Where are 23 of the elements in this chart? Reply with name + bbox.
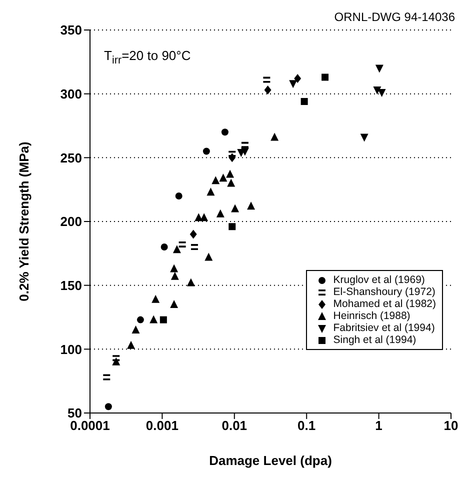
legend-label: El-Shanshoury (1972)	[333, 286, 436, 298]
y-tick-label: 100	[60, 342, 82, 357]
y-tick-label: 50	[68, 406, 82, 421]
x-axis-title: Damage Level (dpa)	[209, 453, 332, 468]
y-tick-label: 250	[60, 150, 82, 166]
y-tick-label: 150	[60, 278, 82, 293]
legend-label: Heinrisch (1988)	[333, 310, 410, 322]
x-tick-label: 0.1	[298, 418, 316, 434]
y-axis-title: 0.2% Yield Strength (MPa)	[16, 142, 32, 302]
x-tick-label: 1	[375, 418, 382, 434]
x-tick-label: 0.0001	[70, 418, 110, 434]
y-tick-label: 300	[60, 86, 82, 102]
x-tick-label: 0.001	[146, 418, 178, 434]
y-tick-label: 350	[60, 22, 82, 38]
legend-label: Fabritsiev et al (1994)	[333, 322, 435, 334]
legend-label: Singh et al (1994)	[333, 334, 416, 346]
annotation: T$_{irr}$=20 to 90°C	[104, 48, 191, 67]
text: ORNL-DWG 94-14036	[334, 10, 455, 24]
legend-label: Mohamed et al (1982)	[333, 298, 436, 310]
y-tick-label: 200	[60, 214, 82, 230]
x-tick-label: 10	[444, 418, 458, 434]
legend-label: Kruglov et al (1969)	[333, 274, 425, 286]
x-tick-label: 0.01	[222, 418, 248, 434]
